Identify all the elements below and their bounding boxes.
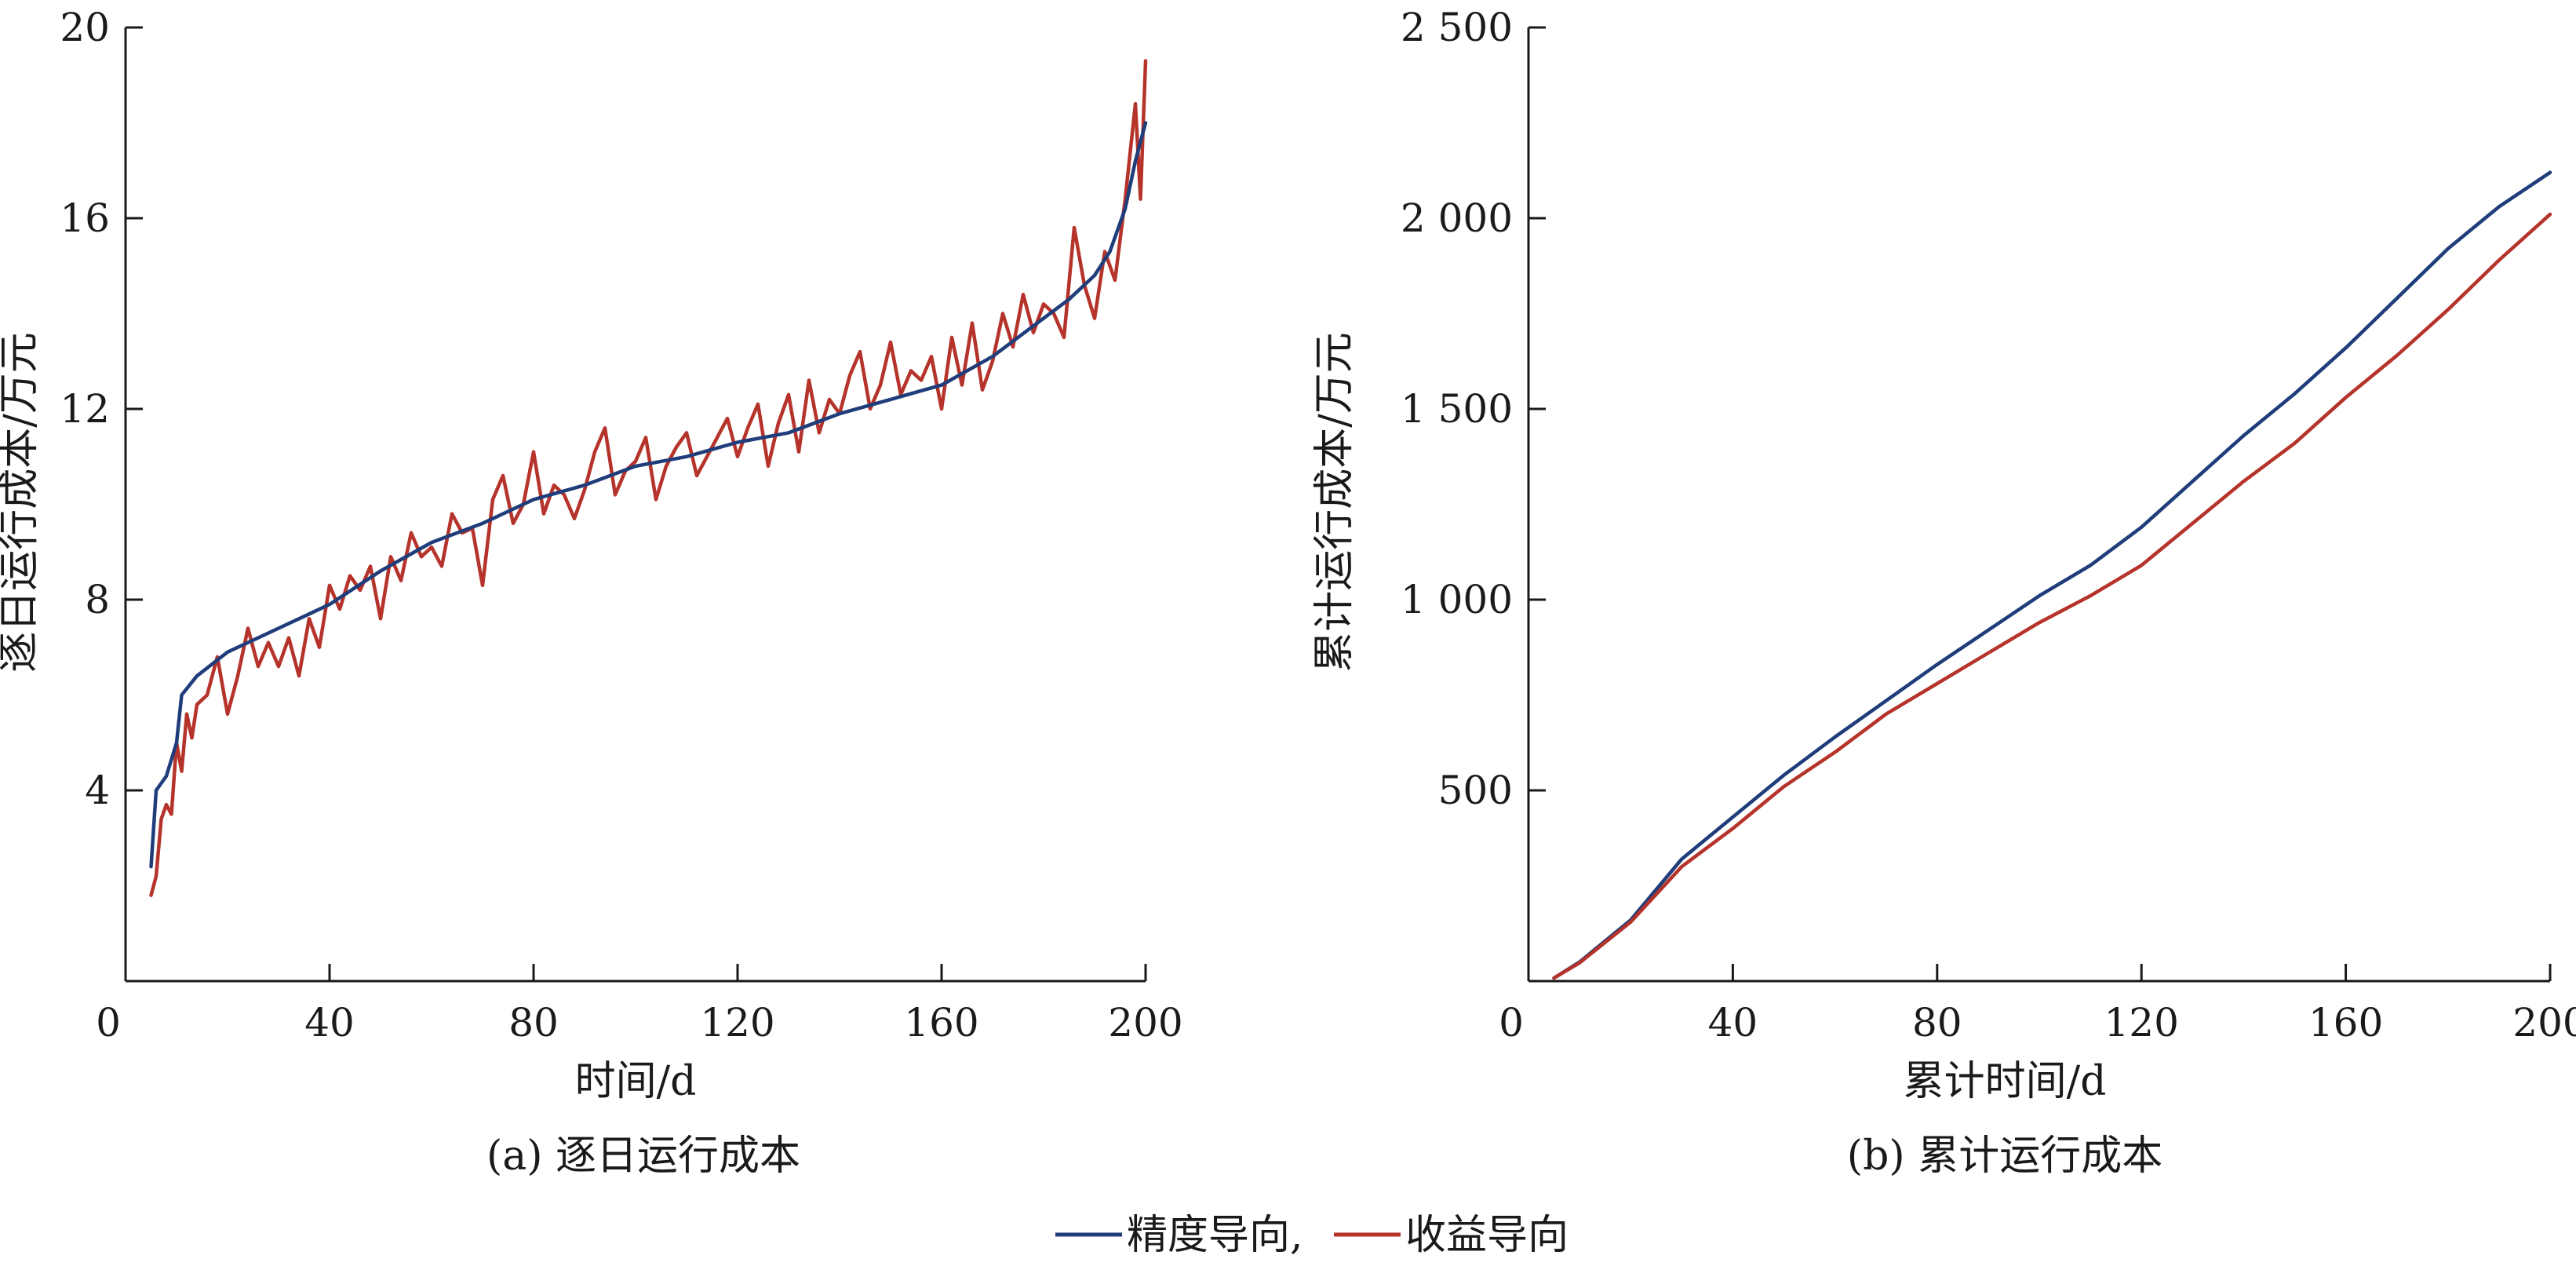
chart-panel-daily-cost: 逐日运行成本/万元 时间/d (a) 逐日运行成本 0 40 80 120 160 200… xyxy=(0,5,1183,1180)
y-tick-label: 2 500 xyxy=(1401,5,1513,50)
y-tick-label: 2 000 xyxy=(1401,195,1513,241)
series-line-profit xyxy=(1552,212,2552,980)
caption-a: (a) 逐日运行成本 xyxy=(486,1133,800,1180)
y-tick-label: 20 xyxy=(60,5,110,50)
x-tick-label: 200 xyxy=(2512,1000,2576,1045)
y-tick-label: 4 xyxy=(85,768,110,813)
x-axis-label-a: 时间/d xyxy=(575,1058,697,1105)
y-tick-label: 12 xyxy=(60,386,110,432)
x-tick-label: 200 xyxy=(1108,1000,1182,1045)
series-line-profit xyxy=(149,59,1148,897)
x-tick-label: 120 xyxy=(2104,1000,2178,1045)
y-axis-label-b: 累计运行成本/万元 xyxy=(1311,332,1358,673)
y-tick-label: 16 xyxy=(60,195,110,241)
x-tick-label: 160 xyxy=(2308,1000,2383,1045)
x-tick-label: 40 xyxy=(1708,1000,1758,1045)
x-tick-label: 160 xyxy=(904,1000,978,1045)
x-tick-label: 40 xyxy=(304,1000,355,1045)
y-tick-label: 8 xyxy=(85,577,110,622)
series-line-precision xyxy=(1552,170,2552,980)
caption-b: (b) 累计运行成本 xyxy=(1847,1133,2162,1180)
legend-label-precision: 精度导向, xyxy=(1127,1212,1303,1259)
y-axis-label-a: 逐日运行成本/万元 xyxy=(0,332,43,673)
y-tick-label: 1 500 xyxy=(1401,386,1513,432)
chart-panel-cumulative-cost: 累计运行成本/万元 累计时间/d (b) 累计运行成本 0 40 80 120 160 2… xyxy=(1311,5,2576,1180)
y-tick-label: 1 000 xyxy=(1401,577,1513,622)
series-line-precision xyxy=(149,121,1148,869)
y-tick-label: 500 xyxy=(1438,768,1513,813)
x-tick-label: 0 xyxy=(1499,1000,1524,1045)
x-tick-label: 0 xyxy=(96,1000,121,1045)
x-axis-label-b: 累计时间/d xyxy=(1904,1058,2107,1105)
x-tick-label: 120 xyxy=(700,1000,774,1045)
legend: 精度导向, 收益导向 xyxy=(1055,1212,1569,1259)
legend-label-profit: 收益导向 xyxy=(1405,1212,1569,1259)
x-tick-label: 80 xyxy=(508,1000,559,1045)
x-tick-label: 80 xyxy=(1912,1000,1962,1045)
